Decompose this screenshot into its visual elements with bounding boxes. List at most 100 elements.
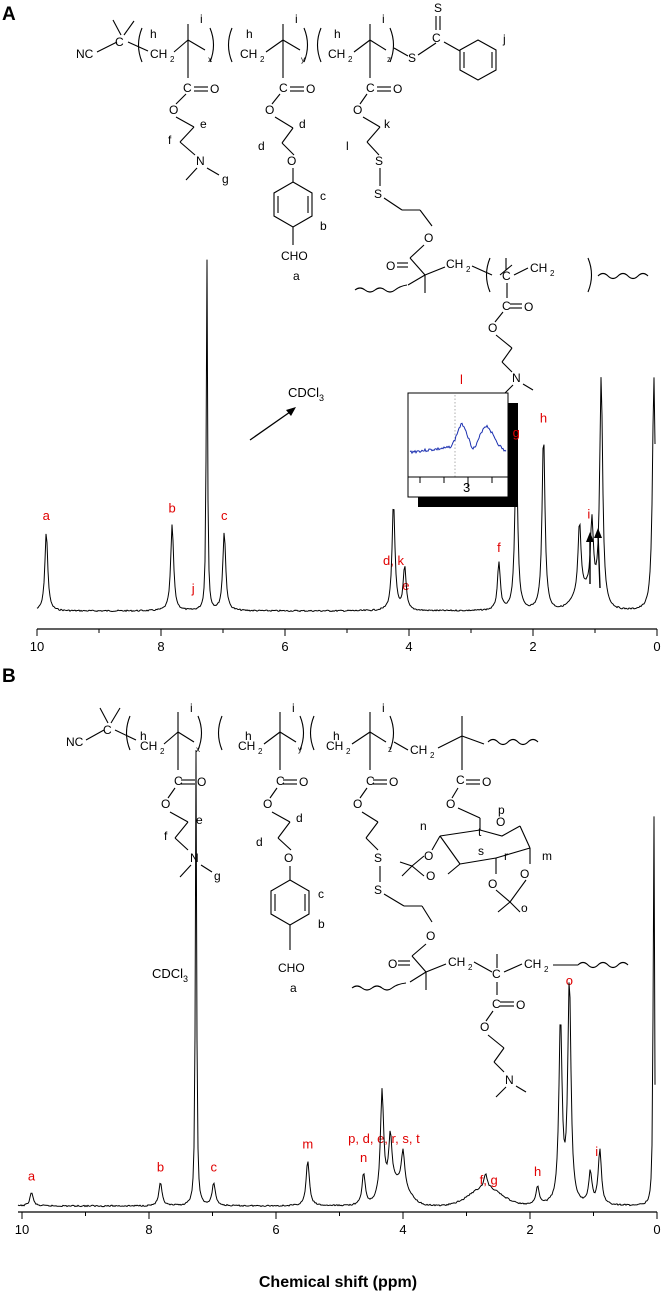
svg-text:r: r <box>504 849 508 863</box>
svg-text:O: O <box>488 321 497 335</box>
peak-label: b <box>169 501 176 516</box>
svg-text:i: i <box>295 12 298 26</box>
svg-text:CH: CH <box>240 47 257 61</box>
svg-text:3: 3 <box>319 393 324 403</box>
peak-label: b <box>157 1159 164 1174</box>
structure-a: NC C CH 2 h i x C O O e f N g h CH 2 <box>76 1 649 396</box>
svg-text:h: h <box>334 27 341 41</box>
svg-text:a: a <box>290 981 297 995</box>
svg-text:S: S <box>374 851 382 865</box>
svg-text:O: O <box>388 957 397 971</box>
spectrum-trace-b <box>17 750 656 1208</box>
svg-text:2: 2 <box>346 747 351 756</box>
svg-text:N: N <box>512 371 521 385</box>
inset-tick: 3 <box>463 480 470 495</box>
x-tick-label: 8 <box>145 1222 152 1237</box>
svg-text:f: f <box>164 829 168 843</box>
svg-text:2: 2 <box>550 269 555 278</box>
svg-text:O: O <box>386 259 395 273</box>
svg-text:g: g <box>222 172 229 186</box>
svg-text:CH: CH <box>446 257 463 271</box>
svg-text:2: 2 <box>544 965 549 974</box>
svg-text:O: O <box>306 82 315 96</box>
svg-text:C: C <box>492 997 501 1011</box>
peak-label: n <box>360 1150 367 1165</box>
svg-text:S: S <box>408 51 416 65</box>
svg-text:C: C <box>115 35 124 49</box>
svg-text:b: b <box>318 917 325 931</box>
svg-text:CHO: CHO <box>278 961 305 975</box>
x-tick-label: 10 <box>30 639 44 654</box>
nc-group: NC <box>76 47 94 61</box>
svg-text:NC: NC <box>66 735 84 749</box>
svg-text:h: h <box>245 729 252 743</box>
svg-text:t: t <box>478 825 482 839</box>
svg-text:O: O <box>197 775 206 789</box>
svg-text:O: O <box>389 775 398 789</box>
svg-text:O: O <box>496 815 505 829</box>
svg-text:O: O <box>446 797 455 811</box>
svg-text:c: c <box>318 887 324 901</box>
svg-text:O: O <box>426 929 435 943</box>
svg-text:CH: CH <box>448 955 465 969</box>
svg-text:l: l <box>346 139 349 153</box>
svg-text:p: p <box>498 803 505 817</box>
svg-text:CH: CH <box>328 47 345 61</box>
svg-text:d: d <box>256 835 263 849</box>
svg-text:CDCl: CDCl <box>152 966 183 981</box>
svg-text:O: O <box>482 775 491 789</box>
svg-text:O: O <box>353 103 362 117</box>
svg-text:n: n <box>420 819 427 833</box>
svg-text:S: S <box>374 883 382 897</box>
svg-text:O: O <box>161 797 170 811</box>
peak-label: c <box>221 508 228 523</box>
svg-text:C: C <box>432 31 441 45</box>
structure-b: NC C h CH 2 i x C O O e f N g h CH 2 i <box>66 701 629 1098</box>
peak-label: h <box>534 1164 541 1179</box>
peak-label: h <box>540 411 547 426</box>
x-tick-label: 4 <box>399 1222 406 1237</box>
svg-text:e: e <box>200 117 207 131</box>
svg-text:CDCl: CDCl <box>288 385 319 400</box>
svg-text:O: O <box>424 231 433 245</box>
x-tick-label: 6 <box>272 1222 279 1237</box>
svg-text:h: h <box>246 27 253 41</box>
x-tick-label: 2 <box>529 639 536 654</box>
svg-text:CHO: CHO <box>281 249 308 263</box>
svg-text:z: z <box>388 745 392 754</box>
svg-text:C: C <box>276 774 285 788</box>
svg-text:2: 2 <box>348 55 353 64</box>
svg-text:O: O <box>516 998 525 1012</box>
x-axis-title: Chemical shift (ppm) <box>259 1274 417 1291</box>
svg-text:O: O <box>353 797 362 811</box>
svg-text:C: C <box>366 774 375 788</box>
svg-text:O: O <box>284 851 293 865</box>
svg-text:O: O <box>424 849 433 863</box>
svg-text:2: 2 <box>468 963 473 972</box>
svg-text:x: x <box>196 745 200 754</box>
x-tick-label: 0 <box>653 639 660 654</box>
svg-text:k: k <box>384 117 391 131</box>
svg-text:O: O <box>488 877 497 891</box>
svg-text:O: O <box>169 103 178 117</box>
svg-text:e: e <box>196 813 203 827</box>
svg-text:CH: CH <box>326 739 343 753</box>
svg-text:m: m <box>542 849 552 863</box>
svg-text:C: C <box>103 723 112 737</box>
svg-text:b: b <box>320 219 327 233</box>
x-tick-label: 8 <box>157 639 164 654</box>
svg-text:i: i <box>382 701 385 715</box>
svg-text:CH: CH <box>524 957 541 971</box>
svg-text:2: 2 <box>430 751 435 760</box>
svg-text:S: S <box>375 154 383 168</box>
svg-text:CH: CH <box>410 743 427 757</box>
svg-text:h: h <box>140 729 147 743</box>
svg-text:2: 2 <box>466 265 471 274</box>
x-tick-label: 0 <box>653 1222 660 1237</box>
svg-text:i: i <box>382 12 385 26</box>
svg-text:f: f <box>168 133 172 147</box>
svg-text:CH: CH <box>150 47 167 61</box>
peak-i-arrows-a <box>586 528 602 589</box>
svg-text:g: g <box>214 869 221 883</box>
